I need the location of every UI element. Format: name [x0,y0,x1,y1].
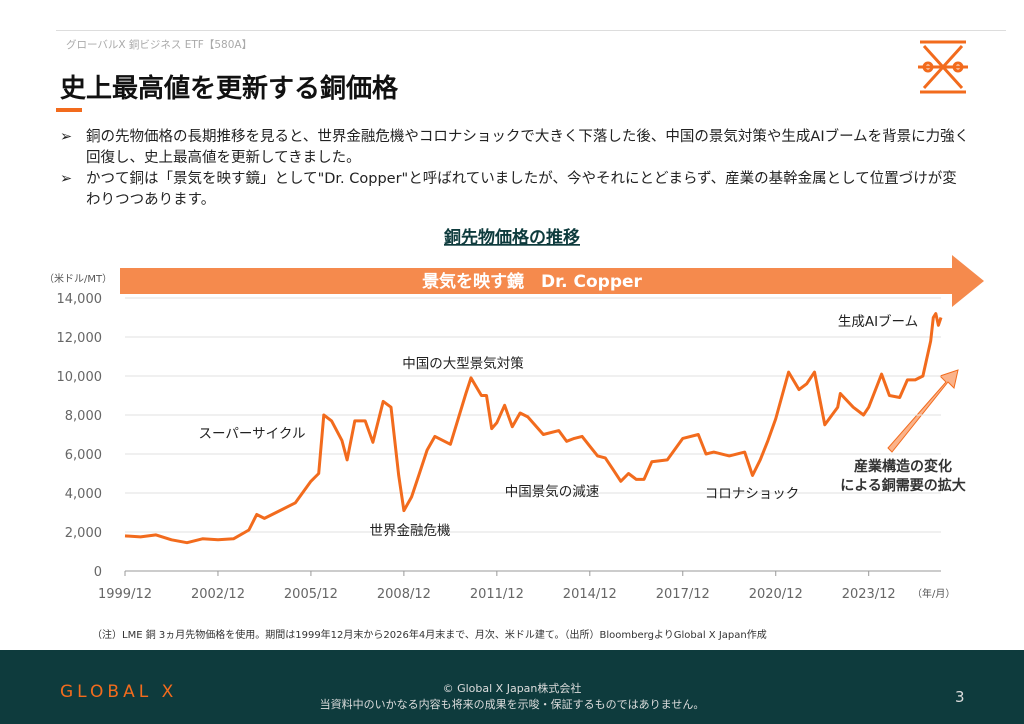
x-tick-label: 2020/12 [749,587,803,602]
annotation: スーパーサイクル [199,426,306,442]
copyright: © Global X Japan株式会社 [442,682,582,695]
annotation: 生成AIブーム [838,313,918,330]
x-tick-label: 1999/12 [98,587,152,602]
price-line [124,312,943,545]
x-tick-label: 2005/12 [284,587,338,602]
disclaimer: 当資料中のいかなる内容も将来の成果を示唆・保証するものではありません。 [319,698,705,711]
y-tick-label: 10,000 [57,370,103,385]
trend-arrow [887,369,959,453]
breadcrumb: グローバルX 銅ビジネス ETF【580A】 [66,39,253,51]
y-tick-label: 6,000 [65,448,102,463]
footer-logo: GLOBAL X [60,682,178,702]
y-tick-label: 12,000 [57,331,103,346]
slide-title: 史上最高値を更新する銅価格 [60,74,399,104]
banner-text: 景気を映す鏡 Dr. Copper [422,271,642,292]
annotation: による銅需要の拡大 [840,477,966,494]
annotation: 中国景気の減速 [505,483,600,500]
x-axis-unit: （年/月） [912,587,955,600]
x-tick-label: 2017/12 [656,587,710,602]
x-tick-label: 2014/12 [563,587,617,602]
x-tick-label: 2023/12 [842,587,896,602]
x-tick-label: 2011/12 [470,587,524,602]
y-tick-label: 8,000 [65,409,102,424]
chart-title: 銅先物価格の推移 [444,227,580,248]
y-tick-label: 14,000 [57,292,103,307]
y-axis-unit: （米ドル/MT） [44,272,112,285]
bullet: かつて銅は「景気を映す鏡」として"Dr. Copper"と呼ばれていましたが、今… [60,169,971,211]
note: （注）LME 銅 3ヵ月先物価格を使用。期間は1999年12月末から2026年4… [92,630,767,641]
title-underline [56,108,82,112]
logo-icon [918,40,968,94]
y-tick-label: 2,000 [65,526,102,541]
annotation: コロナショック [705,486,800,502]
x-tick-label: 2002/12 [191,587,245,602]
x-tick-label: 2008/12 [377,587,431,602]
bullet: 銅の先物価格の長期推移を見ると、世界金融危機やコロナショックで大きく下落した後、… [60,127,971,169]
annotation: 産業構造の変化 [854,458,952,475]
banner-arrow [120,255,984,307]
annotation: 世界金融危機 [370,523,451,539]
page-number: 3 [955,688,965,706]
chart: 銅先物価格の推移 景気を映す鏡 Dr. Copper （米ドル/MT） （年/月… [44,227,984,602]
y-tick-label: 0 [94,565,102,580]
y-tick-label: 4,000 [65,487,102,502]
footer: GLOBAL X © Global X Japan株式会社 当資料中のいかなる内… [0,650,1024,724]
annotation: 中国の大型景気対策 [402,355,524,372]
top-rule [56,30,1006,31]
